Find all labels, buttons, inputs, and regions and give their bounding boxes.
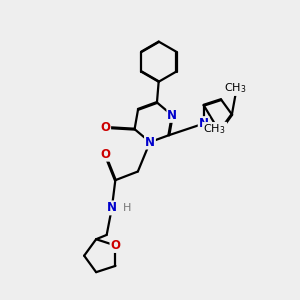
Text: N: N: [216, 123, 226, 136]
Text: N: N: [145, 136, 155, 148]
Text: N: N: [199, 117, 209, 130]
Text: CH$_3$: CH$_3$: [203, 123, 225, 136]
Text: O: O: [100, 121, 110, 134]
Text: H: H: [123, 203, 131, 213]
Text: O: O: [110, 239, 121, 252]
Text: N: N: [167, 109, 177, 122]
Text: N: N: [107, 201, 117, 214]
Text: O: O: [100, 148, 110, 161]
Text: CH$_3$: CH$_3$: [224, 82, 247, 95]
